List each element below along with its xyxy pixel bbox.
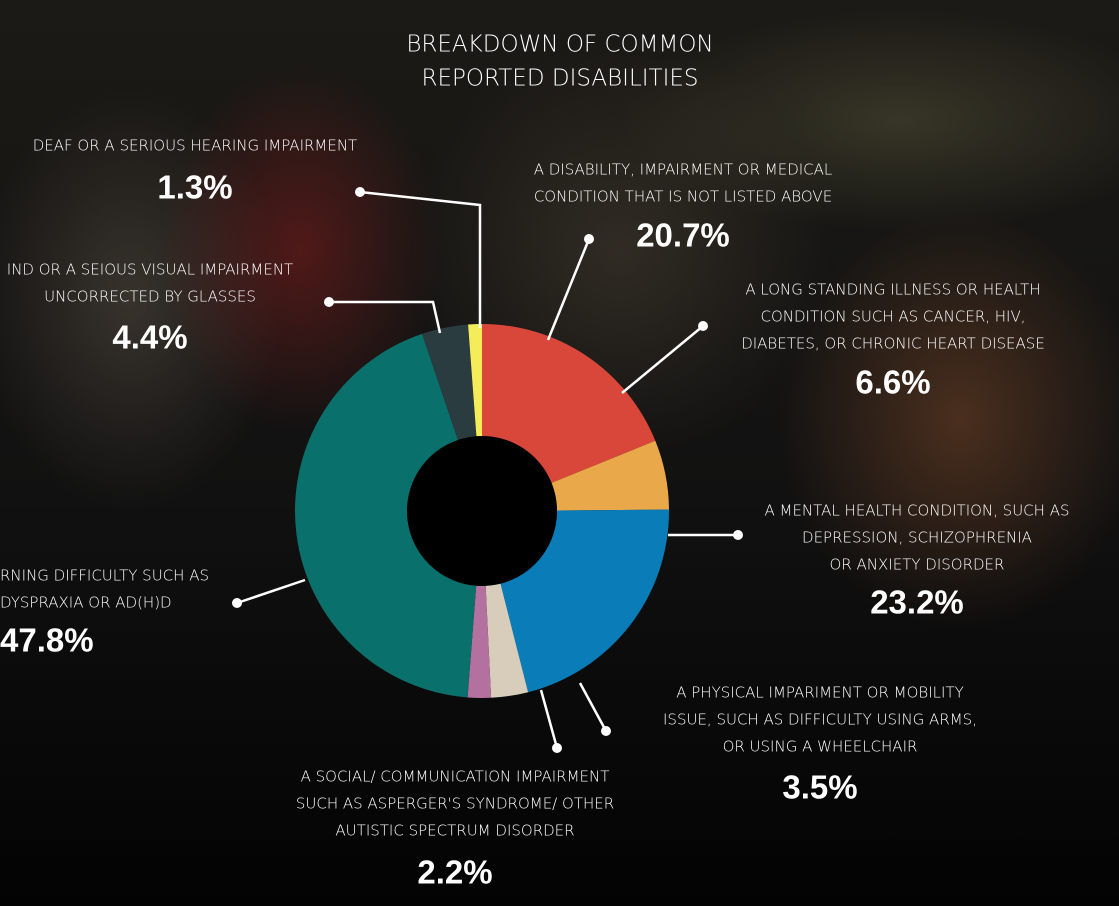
leader-line [580, 683, 606, 731]
slice-label: A SOCIAL/ COMMUNICATION IMPAIRMENT [301, 768, 610, 786]
chart-title: BREAKDOWN OF COMMON [406, 32, 713, 58]
leader-line [622, 326, 703, 393]
value-label: 6.6% [855, 364, 930, 401]
value-label: 2.2% [417, 854, 492, 891]
value-label: 20.7% [636, 217, 730, 254]
value-label: 23.2% [870, 584, 964, 621]
leader-dot [355, 187, 365, 197]
slice-label: OR ANXIETY DISORDER [830, 556, 1005, 574]
chart-title: REPORTED DISABILITIES [421, 66, 698, 92]
page: {"chart_data": {"type": "pie", "title": … [0, 0, 1119, 906]
leader-line [360, 192, 480, 328]
slice-label: DIABETES, OR CHRONIC HEART DISEASE [741, 335, 1045, 353]
value-label: 4.4% [112, 319, 187, 356]
leader-dot [552, 743, 562, 753]
value-label: 3.5% [782, 769, 857, 806]
leader-dot [698, 321, 708, 331]
slice-label: UNCORRECTED BY GLASSES [44, 288, 256, 306]
slice-label: A PHYSICAL IMPARIMENT OR MOBILITY [676, 684, 964, 702]
leader-dot [232, 598, 242, 608]
slice-label: OR USING A WHEELCHAIR [723, 738, 918, 756]
leader-line [541, 690, 557, 748]
leader-dot [601, 726, 611, 736]
slice-label: SUCH AS ASPERGER'S SYNDROME/ OTHER [296, 795, 614, 813]
slice-label: CONDITION THAT IS NOT LISTED ABOVE [534, 188, 832, 206]
leader-line [548, 239, 589, 340]
leader-dot [733, 530, 743, 540]
leader-dot [324, 297, 334, 307]
slice-label: A MENTAL HEALTH CONDITION, SUCH AS [764, 502, 1069, 520]
slice-label: DEPRESSION, SCHIZOPHRENIA [802, 529, 1032, 547]
slice-label: IND OR A SEIOUS VISUAL IMPAIRMENT [7, 261, 293, 279]
slice-label: AUTISTIC SPECTRUM DISORDER [335, 822, 574, 840]
slice-label: RNING DIFFICULTY SUCH AS [0, 567, 209, 585]
value-label: 1.3% [157, 169, 232, 206]
leader-line [237, 580, 305, 603]
slice-label: DYSPRAXIA OR AD(H)D [0, 594, 172, 612]
leader-line [329, 302, 440, 333]
donut-hole [407, 436, 557, 586]
chart: BREAKDOWN OF COMMON REPORTED DISABILITIE… [0, 0, 1119, 906]
value-label: 47.8% [0, 622, 94, 659]
slice-label: CONDITION SUCH AS CANCER, HIV, [760, 308, 1025, 326]
slice-label: ISSUE, SUCH AS DIFFICULTY USING ARMS, [663, 711, 977, 729]
slice-label: A DISABILITY, IMPAIRMENT OR MEDICAL [534, 161, 833, 179]
donut [295, 324, 669, 698]
slice-label: DEAF OR A SERIOUS HEARING IMPAIRMENT [33, 137, 357, 155]
slice-label: A LONG STANDING ILLNESS OR HEALTH [745, 281, 1040, 299]
leader-dot [584, 234, 594, 244]
